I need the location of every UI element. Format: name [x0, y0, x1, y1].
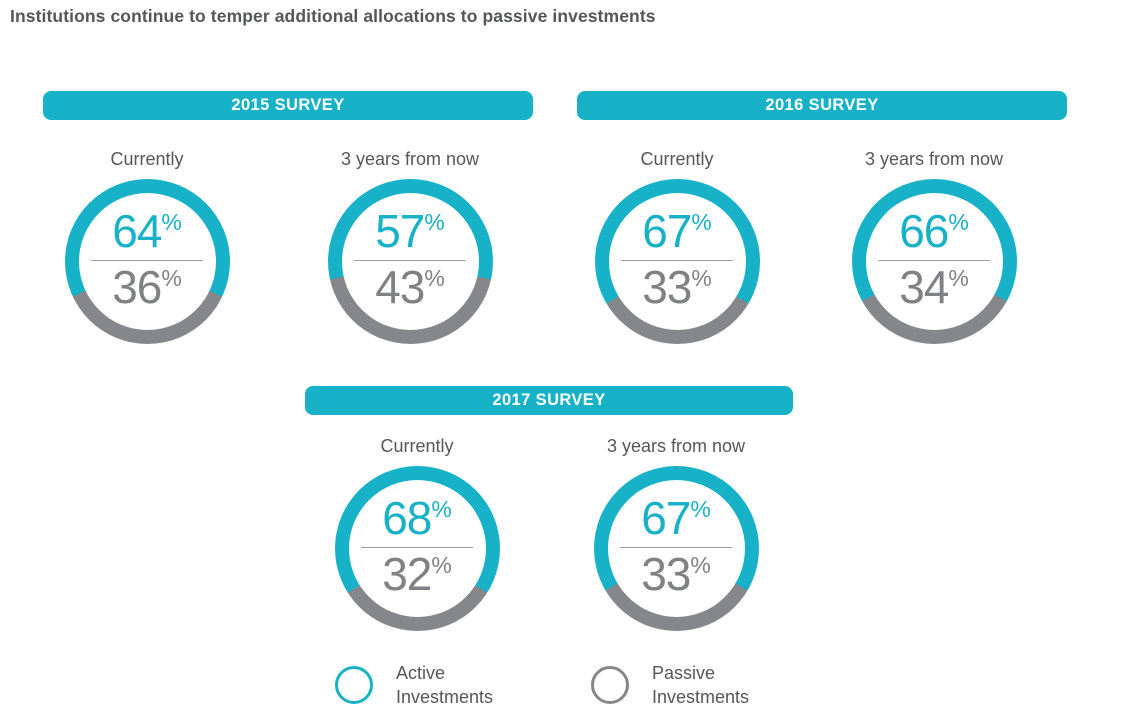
active-percent: 67	[641, 492, 691, 544]
donut-label: 3 years from now	[864, 149, 1004, 169]
passive-value: 33%	[594, 551, 759, 598]
donut-2015-3years: 57% 43%	[327, 179, 493, 344]
survey-banner-2017: 2017 SURVEY	[305, 386, 793, 415]
donut-2016-3years: 66% 34%	[851, 179, 1017, 344]
donut-2017-3years: 67% 33%	[593, 466, 759, 631]
donut-ring	[334, 466, 500, 631]
passive-value: 33%	[595, 264, 760, 311]
active-percent: 68	[382, 492, 432, 544]
donut-2015-currently: 64% 36%	[64, 179, 230, 344]
passive-percent: 32	[382, 548, 432, 600]
donut-label: Currently	[380, 436, 454, 456]
active-percent: 57	[375, 205, 425, 257]
donut-center: 64% 36%	[65, 179, 230, 344]
percent-sign: %	[424, 265, 445, 291]
legend-label-passive: Passive Investments	[652, 663, 750, 707]
value-divider	[91, 260, 203, 261]
donut-center: 68% 32%	[335, 466, 500, 631]
value-divider	[354, 260, 466, 261]
legend-item-passive: Passive Investments	[591, 661, 777, 709]
value-divider	[621, 260, 733, 261]
percent-sign: %	[431, 496, 452, 522]
passive-percent: 33	[641, 548, 691, 600]
donut-ring	[64, 179, 230, 344]
percent-sign: %	[161, 265, 182, 291]
donut-label: 3 years from now	[606, 436, 746, 456]
percent-sign: %	[948, 265, 969, 291]
donut-2016-currently: 67% 33%	[594, 179, 760, 344]
donut-center: 67% 33%	[595, 179, 760, 344]
passive-value: 43%	[328, 264, 493, 311]
survey-banner-2015: 2015 SURVEY	[43, 91, 533, 120]
value-divider	[620, 547, 732, 548]
percent-sign: %	[691, 209, 712, 235]
active-value: 67%	[594, 495, 759, 542]
passive-percent: 43	[375, 261, 425, 313]
donut-label: Currently	[640, 149, 714, 169]
donut-column-2015-3years: 3 years from now 57% 43%	[315, 149, 505, 344]
donut-column-2016-3years: 3 years from now 66% 34%	[839, 149, 1029, 344]
active-investments-circle-icon	[335, 666, 373, 704]
active-percent: 64	[112, 205, 162, 257]
donut-center: 67% 33%	[594, 466, 759, 631]
percent-sign: %	[424, 209, 445, 235]
active-value: 68%	[335, 495, 500, 542]
active-value: 67%	[595, 208, 760, 255]
survey-group-2015: 2015 SURVEY Currently 64% 36% 3 years fr…	[43, 91, 533, 351]
survey-group-2017: 2017 SURVEY Currently 68% 32% 3 years fr…	[305, 386, 793, 646]
donut-ring	[851, 179, 1017, 344]
passive-value: 36%	[65, 264, 230, 311]
donut-ring	[593, 466, 759, 631]
percent-sign: %	[690, 552, 711, 578]
donut-2017-currently: 68% 32%	[334, 466, 500, 631]
percent-sign: %	[690, 496, 711, 522]
donut-label: Currently	[110, 149, 184, 169]
survey-banner-2016: 2016 SURVEY	[577, 91, 1067, 120]
passive-percent: 33	[642, 261, 692, 313]
value-divider	[878, 260, 990, 261]
active-value: 66%	[852, 208, 1017, 255]
passive-percent: 36	[112, 261, 162, 313]
percent-sign: %	[161, 209, 182, 235]
donut-label: 3 years from now	[340, 149, 480, 169]
active-value: 64%	[65, 208, 230, 255]
donut-column-2016-currently: Currently 67% 33%	[582, 149, 772, 344]
percent-sign: %	[691, 265, 712, 291]
donut-column-2017-currently: Currently 68% 32%	[322, 436, 512, 631]
legend-label-active: Active Investments	[396, 663, 494, 707]
donut-center: 66% 34%	[852, 179, 1017, 344]
page-title: Institutions continue to temper addition…	[10, 6, 656, 26]
donut-ring	[327, 179, 493, 344]
survey-group-2016: 2016 SURVEY Currently 67% 33% 3 years fr…	[577, 91, 1067, 351]
passive-investments-circle-icon	[591, 666, 629, 704]
passive-value: 34%	[852, 264, 1017, 311]
percent-sign: %	[948, 209, 969, 235]
legend-item-active: Active Investments	[335, 661, 521, 709]
active-value: 57%	[328, 208, 493, 255]
donut-column-2015-currently: Currently 64% 36%	[52, 149, 242, 344]
active-percent: 66	[899, 205, 949, 257]
value-divider	[361, 547, 473, 548]
passive-value: 32%	[335, 551, 500, 598]
passive-percent: 34	[899, 261, 949, 313]
donut-center: 57% 43%	[328, 179, 493, 344]
donut-column-2017-3years: 3 years from now 67% 33%	[581, 436, 771, 631]
percent-sign: %	[431, 552, 452, 578]
active-percent: 67	[642, 205, 692, 257]
donut-ring	[594, 179, 760, 344]
